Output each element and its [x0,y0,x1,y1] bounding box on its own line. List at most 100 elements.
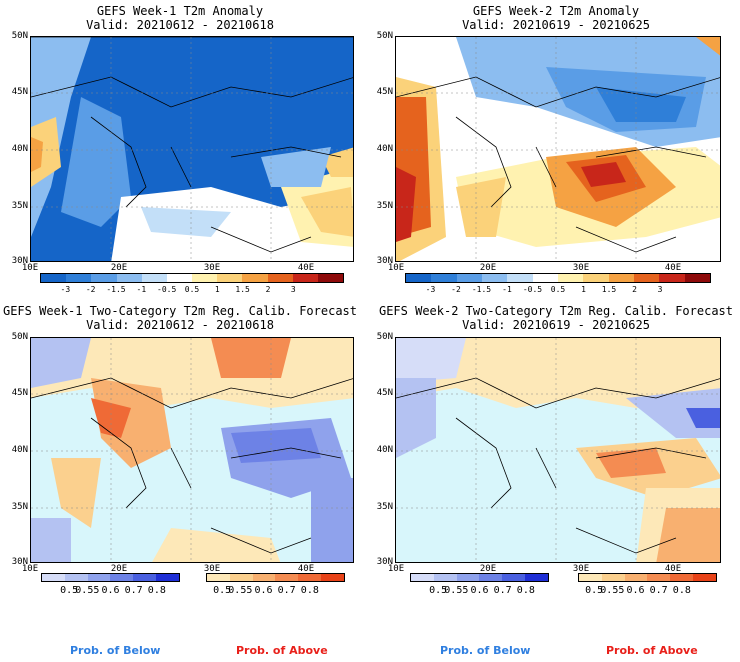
colorbar-swatch [321,574,344,581]
lon-tick: 30E [572,564,590,574]
lat-tick: 40N [376,445,393,455]
probability-tick-label: 0.55 [75,585,100,596]
probability-tick-label: 0.5 [585,585,604,596]
lat-tick: 45N [11,388,28,398]
probability-tick-label: 0.6 [254,585,273,596]
panel-1-title: GEFS Week-1 T2m Anomaly Valid: 20210612 -… [86,4,274,32]
prob-above-label: Prob. of Above [606,644,698,657]
colorbar-swatch [633,274,660,282]
probability-tick-label: 0.5 [60,585,79,596]
colorbar-swatch [647,574,671,581]
colorbar-swatch [431,274,457,282]
colorbar-swatch [317,274,344,282]
lon-tick: 30E [572,263,590,273]
above-colorbar-week1 [206,573,345,582]
colorbar-swatch [624,574,648,581]
colorbar-tick-label: -2 [451,285,461,294]
probability-tick-label: 0.55 [228,585,253,596]
lon-tick: 30E [203,564,221,574]
colorbar-tick-label: 2 [632,285,637,294]
panel-4-title: GEFS Week-2 Two-Category T2m Reg. Calib.… [378,304,733,332]
colorbar-swatch [507,274,533,282]
colorbar-tick-label: -2 [85,285,96,294]
map-week1-probability [30,337,354,563]
map-week2-anomaly [395,36,721,262]
prob-below-label: Prob. of Below [70,644,161,657]
lon-tick: 40E [664,564,682,574]
colorbar-swatch [525,574,548,581]
probability-tick-label: 0.55 [444,585,469,596]
colorbar-swatch [242,274,268,282]
colorbar-tick-label: -0.5 [157,285,177,294]
colorbar-swatch [252,574,276,581]
colorbar-tick-label: 3 [290,285,296,294]
probability-tick-label: 0.8 [516,585,535,596]
colorbar-swatch [42,574,65,581]
colorbar-swatch [684,274,710,282]
lat-tick: 45N [376,388,393,398]
lon-tick: 20E [479,564,497,574]
colorbar-swatch [207,574,230,581]
colorbar-swatch [66,274,92,282]
probability-tick-label: 0.7 [277,585,296,596]
colorbar-swatch [579,574,602,581]
probability-tick-label: 0.8 [300,585,319,596]
colorbar-swatch [267,274,293,282]
lon-tick: 20E [110,564,128,574]
colorbar-swatch [292,274,318,282]
lon-tick: 40E [297,564,315,574]
colorbar-swatch [87,574,111,581]
lon-tick: 20E [479,263,497,273]
colorbar-tick-label: 2 [265,285,271,294]
colorbar-swatch [670,574,694,581]
lat-tick: 35N [376,502,393,512]
probability-tick-label: 0.8 [147,585,166,596]
lon-tick: 40E [664,263,682,273]
map-week1-anomaly [30,36,354,262]
lat-tick: 35N [11,201,28,211]
colorbar-swatch [166,274,193,282]
colorbar-swatch [411,574,434,581]
lat-tick: 30N [11,256,28,266]
colorbar-swatch [91,274,117,282]
colorbar-swatch [110,574,134,581]
colorbar-swatch [502,574,526,581]
colorbar-tick-label: 1 [214,285,220,294]
lat-tick: 35N [376,201,393,211]
probability-tick-label: 0.6 [101,585,120,596]
colorbar-swatch [229,574,253,581]
probability-tick-label: 0.8 [672,585,691,596]
colorbar-swatch [532,274,558,282]
lat-tick: 50N [11,31,28,41]
colorbar-swatch [583,274,609,282]
colorbar-swatch [433,574,457,581]
probability-tick-label: 0.7 [649,585,668,596]
colorbar-swatch [133,574,157,581]
colorbar-tick-label: 3 [657,285,663,294]
colorbar-tick-label: 1.5 [235,285,250,294]
below-colorbar-week1 [41,573,180,582]
lon-tick: 20E [110,263,128,273]
colorbar-swatch [406,274,432,282]
lat-tick: 50N [376,31,393,41]
probability-tick-label: 0.55 [600,585,625,596]
colorbar-swatch [456,274,482,282]
lat-tick: 30N [11,557,28,567]
colorbar-tick-label: -3 [60,285,71,294]
lat-tick: 40N [11,445,28,455]
colorbar-swatch [659,274,685,282]
colorbar-swatch [217,274,243,282]
colorbar-swatch [479,574,503,581]
lat-tick: 45N [376,87,393,97]
lon-tick: 10E [21,263,39,273]
colorbar-swatch [141,274,167,282]
colorbar-swatch [298,574,322,581]
lat-tick: 30N [376,256,393,266]
colorbar-tick-label: 1.5 [601,285,617,294]
colorbar-tick-label: 1 [581,285,586,294]
probability-tick-label: 0.6 [470,585,489,596]
colorbar-tick-label: 0.5 [184,285,200,294]
lat-tick: 50N [11,332,28,342]
colorbar-swatch [481,274,508,282]
colorbar-swatch [41,274,67,282]
